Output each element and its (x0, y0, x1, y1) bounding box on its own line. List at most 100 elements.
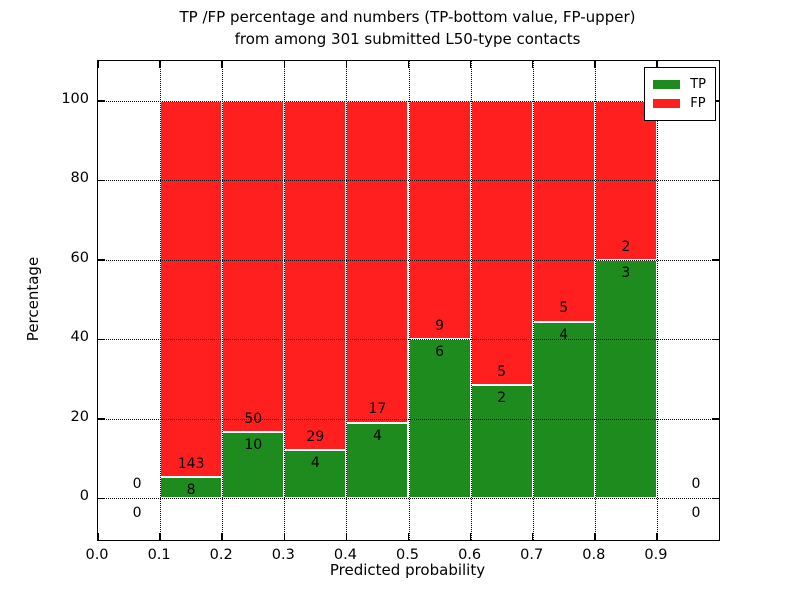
legend-label-tp: TP (690, 77, 706, 92)
gridline-vertical (408, 61, 410, 540)
x-tick-label: 0.5 (395, 547, 420, 563)
tp-count-label: 4 (310, 455, 320, 472)
x-tick-bottom (345, 533, 348, 540)
gridline-vertical (532, 61, 534, 540)
y-tick-right (712, 497, 719, 499)
y-tick-label: 60 (70, 249, 89, 266)
gridline-horizontal (98, 100, 719, 102)
y-tick-label: 20 (70, 408, 89, 425)
tp-count-label: 6 (435, 344, 445, 361)
legend-label-fp: FP (690, 96, 706, 111)
legend-swatch-fp-icon (653, 99, 681, 108)
y-tick-right (712, 338, 719, 340)
y-tick-left (98, 100, 105, 102)
x-tick-label: 0.4 (333, 547, 357, 563)
gridline-horizontal (98, 259, 719, 261)
x-tick-label: 0.3 (271, 547, 295, 563)
gridline-vertical (284, 61, 286, 540)
x-tick-bottom (469, 533, 472, 540)
x-tick-bottom (97, 533, 99, 540)
fp-count-label: 5 (497, 363, 507, 380)
x-tick-top (407, 61, 410, 68)
tp-bar-segment (532, 321, 595, 499)
tp-count-label: 8 (186, 482, 196, 499)
x-tick-label: 0.1 (147, 547, 171, 563)
x-tick-top (531, 61, 534, 68)
gridline-vertical (346, 61, 348, 540)
tp-bar-segment (284, 450, 347, 499)
legend-item-fp: FP (653, 94, 706, 113)
gridline-horizontal (98, 339, 719, 341)
fp-count-label: 5 (559, 300, 569, 317)
tp-bar-segment (222, 431, 285, 499)
fp-count-label: 2 (621, 238, 631, 255)
fp-bar-segment (160, 100, 223, 478)
fp-bar-segment (470, 100, 533, 385)
x-tick-label: 0.0 (85, 547, 109, 563)
y-tick-right (712, 259, 719, 261)
legend: TP FP (644, 67, 716, 121)
tp-count-label: 0 (691, 505, 701, 522)
x-tick-bottom (221, 533, 223, 540)
x-tick-bottom (407, 533, 410, 540)
x-tick-top (594, 61, 596, 68)
y-tick-label: 80 (70, 170, 89, 187)
gridline-vertical (656, 61, 658, 540)
y-tick-right (712, 179, 719, 181)
x-tick-bottom (159, 533, 161, 540)
legend-swatch-tp-icon (653, 80, 681, 89)
x-tick-label: 0.8 (582, 547, 606, 563)
tp-count-label: 3 (621, 264, 631, 281)
tp-bar-segment (594, 259, 657, 499)
fp-count-label: 50 (244, 410, 263, 427)
tp-count-label: 4 (372, 427, 382, 444)
y-tick-left (98, 418, 105, 420)
chart-title: TP /FP percentage and numbers (TP-bottom… (97, 6, 718, 50)
fp-bar-segment (532, 100, 595, 322)
y-axis-label: Percentage (24, 256, 42, 342)
y-tick-label: 100 (61, 90, 89, 107)
gridline-horizontal (98, 498, 719, 500)
x-tick-top (221, 61, 223, 68)
gridline-vertical (470, 61, 472, 540)
fp-count-label: 17 (368, 401, 387, 418)
y-tick-right (712, 418, 719, 420)
x-tick-top (97, 61, 99, 68)
plot-area: TP FP 0 0 143 8 50 10 29 4 17 4 9 6 5 2 5 4 2 3 0 0 (97, 60, 720, 541)
chart-title-line1: TP /FP percentage and numbers (TP-bottom… (179, 8, 636, 26)
fp-count-label: 0 (691, 476, 701, 493)
x-tick-top (159, 61, 161, 68)
fp-count-label: 9 (435, 318, 445, 335)
gridline-horizontal (98, 180, 719, 182)
x-tick-top (469, 61, 472, 68)
y-tick-label: 40 (70, 329, 89, 346)
tp-count-label: 2 (497, 389, 507, 406)
x-tick-label: 0.6 (458, 547, 482, 563)
y-tick-left (98, 259, 105, 261)
chart-title-line2: from among 301 submitted L50-type contac… (234, 30, 581, 48)
fp-bar-segment (408, 100, 471, 340)
x-tick-top (656, 61, 658, 68)
fp-bar-segment (284, 100, 347, 451)
gridline-horizontal (98, 418, 719, 420)
x-tick-label: 0.2 (209, 547, 233, 563)
tp-count-label: 10 (244, 437, 263, 454)
x-tick-bottom (656, 533, 658, 540)
tp-count-label: 0 (132, 505, 142, 522)
y-tick-left (98, 338, 105, 340)
tp-bar-segment (346, 422, 409, 499)
x-tick-bottom (531, 533, 534, 540)
legend-item-tp: TP (653, 75, 706, 94)
x-tick-top (283, 61, 286, 68)
fp-count-label: 143 (177, 456, 205, 473)
x-tick-label: 0.7 (520, 547, 544, 563)
y-tick-left (98, 179, 105, 181)
x-axis-label: Predicted probability (329, 561, 486, 579)
fp-count-label: 0 (132, 476, 142, 493)
x-tick-bottom (283, 533, 286, 540)
gridline-vertical (160, 61, 162, 540)
x-tick-label: 0.9 (644, 547, 668, 563)
fp-bar-segment (222, 100, 285, 432)
gridline-vertical (594, 61, 596, 540)
